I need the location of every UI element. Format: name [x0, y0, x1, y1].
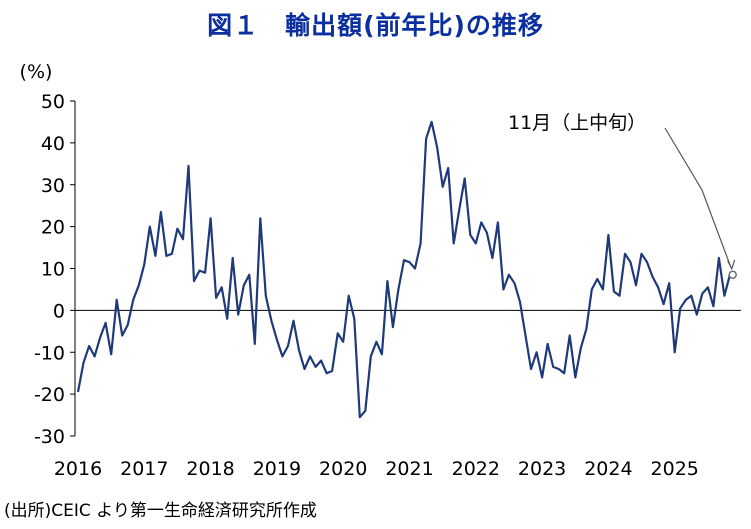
y-tick-label: 10 — [41, 259, 65, 281]
highlight-marker — [728, 270, 737, 279]
source-note: (出所)CEIC より第一生命経済研究所作成 — [4, 501, 317, 521]
annotation-leader-line — [664, 127, 732, 267]
x-tick-label: 2019 — [253, 458, 301, 480]
x-tick-label: 2020 — [319, 458, 367, 480]
y-tick-label: -30 — [34, 426, 65, 448]
y-tick-label: -20 — [34, 384, 65, 406]
x-tick-label: 2021 — [385, 458, 433, 480]
annotation-arrowhead — [727, 259, 736, 271]
x-tick-label: 2016 — [54, 458, 102, 480]
y-tick-label: 0 — [53, 300, 65, 322]
x-tick-label: 2023 — [518, 458, 566, 480]
y-tick-label: 50 — [41, 91, 65, 113]
y-tick-label: 40 — [41, 133, 65, 155]
x-tick-label: 2024 — [584, 458, 632, 480]
annotation-label: 11月（上中旬） — [508, 112, 646, 134]
y-tick-label: -10 — [34, 342, 65, 364]
y-tick-label: 20 — [41, 217, 65, 239]
x-tick-label: 2018 — [186, 458, 234, 480]
x-tick-label: 2025 — [651, 458, 699, 480]
x-tick-label: 2022 — [452, 458, 500, 480]
y-axis-unit-label: (%) — [20, 61, 53, 83]
chart-title: 図１ 輸出額(前年比)の推移 — [207, 11, 544, 40]
y-tick-label: 30 — [41, 175, 65, 197]
series-line — [76, 120, 731, 419]
x-tick-label: 2017 — [120, 458, 168, 480]
